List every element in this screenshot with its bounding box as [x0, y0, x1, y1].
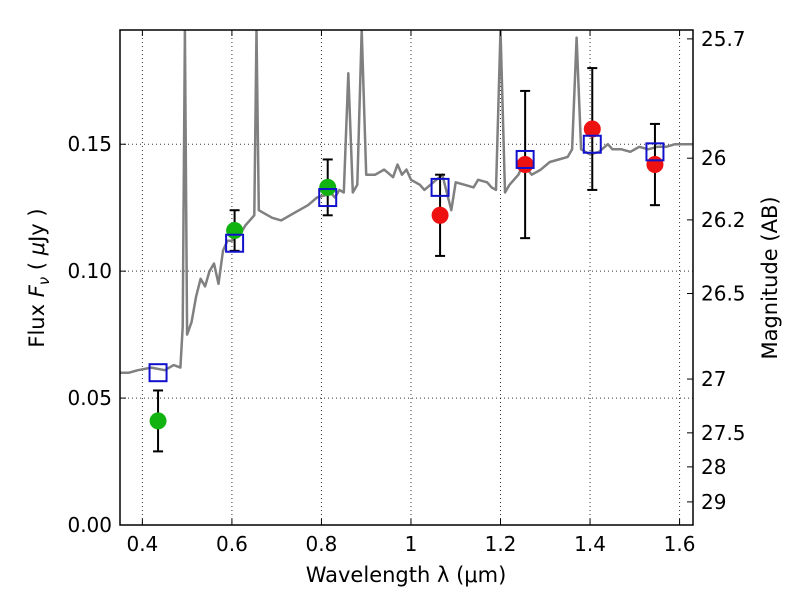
x-tick-label: 0.4 [126, 532, 158, 556]
red-data-point [431, 206, 449, 224]
x-tick-label: 0.8 [306, 532, 338, 556]
model-square-marker [148, 363, 168, 383]
magnitude-tick-label: 29 [701, 490, 726, 514]
red-data-point [516, 156, 534, 174]
plot-frame [119, 29, 694, 526]
axis-ticks: 0.4 0.6 0.8 1 1.2 1.4 1.6 0.00 0.05 0.10 0.15 25.7 2… [67, 27, 745, 556]
x-tick-label: 1 [405, 532, 418, 556]
model-square-marker [318, 188, 338, 208]
x-axis-label: Wavelength λ (μm) [306, 563, 507, 587]
green-data-point [226, 222, 244, 240]
x-tick-label: 0.6 [216, 532, 248, 556]
y2-axis-label: Magnitude (AB) [758, 196, 782, 359]
y-tick-label: 0.00 [67, 513, 112, 537]
model-square-marker [645, 142, 665, 162]
model-square-marker [582, 134, 602, 154]
plot-area [120, 30, 693, 453]
x-tick-label: 1.2 [485, 532, 517, 556]
model-square-marker [515, 149, 535, 169]
magnitude-tick-label: 26 [701, 146, 726, 170]
magnitude-tick-label: 28 [701, 455, 726, 479]
y-tick-label: 0.05 [67, 386, 112, 410]
y-tick-label: 0.10 [67, 259, 112, 283]
magnitude-tick-label: 25.7 [701, 27, 746, 51]
x-tick-label: 1.4 [574, 532, 606, 556]
magnitude-tick-label: 27 [701, 367, 726, 391]
red-data-point [583, 120, 601, 138]
magnitude-tick-label: 26.5 [701, 281, 746, 305]
grid-lines [120, 30, 693, 526]
green-data-point [149, 412, 167, 430]
x-tick-label: 1.6 [664, 532, 696, 556]
y-axis-label: Flux Fν ( μJy ) [25, 208, 53, 347]
model-square-marker [225, 233, 245, 253]
magnitude-tick-label: 27.5 [701, 421, 746, 445]
red-data-point [646, 156, 664, 174]
spectrum-line [120, 30, 693, 374]
model-square-marker [430, 177, 450, 197]
y-tick-label: 0.15 [67, 132, 112, 156]
green-data-point [319, 178, 337, 196]
magnitude-tick-label: 26.2 [701, 208, 746, 232]
